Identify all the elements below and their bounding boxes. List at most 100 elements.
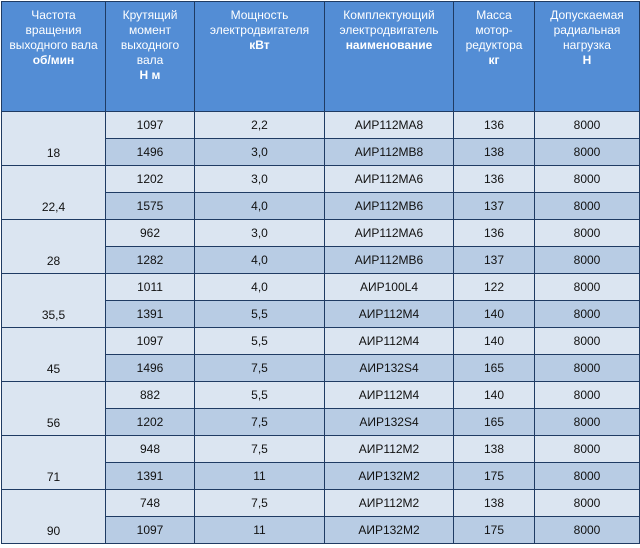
- header-motor-model: Комплектующий электродвигатель наименован…: [324, 1, 454, 112]
- header-motor-power: Мощность электродвигателя кВт: [194, 1, 325, 112]
- table-row: 71 948 7,5 АИР112М2 138 8000: [1, 435, 640, 490]
- load-cell: 8000: [534, 516, 640, 544]
- mass-cell: 137: [453, 246, 535, 274]
- header-label: Допускаемая радиальная нагрузка: [550, 8, 624, 52]
- header-unit: об/мин: [32, 53, 75, 67]
- mass-cell: 175: [453, 516, 535, 544]
- torque-cell: 1496: [105, 138, 195, 166]
- speed-cell: 35,5: [1, 273, 106, 328]
- power-cell: 2,2: [194, 111, 325, 139]
- header-label: Масса мотор-редуктора: [465, 8, 523, 52]
- load-cell: 8000: [534, 273, 640, 301]
- torque-cell: 1391: [105, 300, 195, 328]
- header-unit: кВт: [249, 38, 270, 52]
- mass-cell: 140: [453, 300, 535, 328]
- speed-cell: 22,4: [1, 165, 106, 220]
- table-header-row: Частота вращения выходного вала об/мин Кр…: [1, 1, 640, 112]
- motor-cell: АИР132М2: [324, 462, 454, 490]
- table-row: 1391 5,5 АИР112М4 140 8000: [2, 300, 640, 328]
- power-cell: 7,5: [194, 489, 325, 517]
- power-cell: 3,0: [194, 138, 325, 166]
- header-label: Комплектующий электродвигатель: [339, 8, 439, 37]
- mass-cell: 136: [453, 219, 535, 247]
- motor-cell: АИР100L4: [324, 273, 454, 301]
- load-cell: 8000: [534, 246, 640, 274]
- torque-cell: 962: [105, 219, 195, 247]
- table-row: 1202 7,5 АИР132S4 165 8000: [2, 408, 640, 436]
- motor-cell: АИР112М2: [324, 489, 454, 517]
- torque-cell: 1202: [105, 408, 195, 436]
- header-label: Частота вращения выходного вала: [9, 8, 98, 52]
- table-row: 18 1097 2,2 АИР112МА8 136 8000: [1, 111, 640, 166]
- motor-cell: АИР112МВ8: [324, 138, 454, 166]
- load-cell: 8000: [534, 165, 640, 193]
- table-row: 1496 7,5 АИР132S4 165 8000: [2, 354, 640, 382]
- mass-cell: 140: [453, 381, 535, 409]
- motor-cell: АИР112М4: [324, 300, 454, 328]
- mass-cell: 165: [453, 408, 535, 436]
- table-row: 28 962 3,0 АИР112МА6 136 8000: [1, 219, 640, 274]
- torque-cell: 948: [105, 435, 195, 463]
- table-row: 90 748 7,5 АИР112М2 138 8000: [1, 489, 640, 544]
- mass-cell: 175: [453, 462, 535, 490]
- mass-cell: 165: [453, 354, 535, 382]
- power-cell: 3,0: [194, 165, 325, 193]
- table-row: 22,4 1202 3,0 АИР112МА6 136 8000: [1, 165, 640, 220]
- load-cell: 8000: [534, 489, 640, 517]
- torque-cell: 1097: [105, 111, 195, 139]
- torque-cell: 1391: [105, 462, 195, 490]
- torque-cell: 1575: [105, 192, 195, 220]
- torque-cell: 1097: [105, 327, 195, 355]
- mass-cell: 122: [453, 273, 535, 301]
- load-cell: 8000: [534, 327, 640, 355]
- power-cell: 4,0: [194, 273, 325, 301]
- load-cell: 8000: [534, 300, 640, 328]
- motor-cell: АИР112МВ6: [324, 192, 454, 220]
- speed-cell: 28: [1, 219, 106, 274]
- table-row: 35,5 1011 4,0 АИР100L4 122 8000: [1, 273, 640, 328]
- mass-cell: 138: [453, 138, 535, 166]
- motor-cell: АИР132М2: [324, 516, 454, 544]
- mass-cell: 136: [453, 165, 535, 193]
- header-mass: Масса мотор-редуктора кг: [453, 1, 535, 112]
- table-row: 45 1097 5,5 АИР112М4 140 8000: [1, 327, 640, 382]
- load-cell: 8000: [534, 354, 640, 382]
- header-unit: наименование: [345, 38, 433, 52]
- torque-cell: 1496: [105, 354, 195, 382]
- table-row: 1391 11 АИР132М2 175 8000: [2, 462, 640, 490]
- motor-cell: АИР132S4: [324, 354, 454, 382]
- load-cell: 8000: [534, 408, 640, 436]
- power-cell: 4,0: [194, 246, 325, 274]
- load-cell: 8000: [534, 192, 640, 220]
- load-cell: 8000: [534, 435, 640, 463]
- table-row: 1496 3,0 АИР112МВ8 138 8000: [2, 138, 640, 166]
- header-unit: Н м: [139, 68, 161, 82]
- motor-cell: АИР112М4: [324, 327, 454, 355]
- torque-cell: 1011: [105, 273, 195, 301]
- power-cell: 7,5: [194, 354, 325, 382]
- header-unit: Н: [582, 53, 592, 67]
- header-output-torque: Крутящий момент выходного вала Н м: [105, 1, 195, 112]
- table-row: 1575 4,0 АИР112МВ6 137 8000: [2, 192, 640, 220]
- speed-cell: 45: [1, 327, 106, 382]
- torque-cell: 1097: [105, 516, 195, 544]
- power-cell: 11: [194, 462, 325, 490]
- power-cell: 11: [194, 516, 325, 544]
- load-cell: 8000: [534, 111, 640, 139]
- mass-cell: 137: [453, 192, 535, 220]
- torque-cell: 882: [105, 381, 195, 409]
- header-output-speed: Частота вращения выходного вала об/мин: [1, 1, 106, 112]
- load-cell: 8000: [534, 462, 640, 490]
- power-cell: 4,0: [194, 192, 325, 220]
- motor-cell: АИР132S4: [324, 408, 454, 436]
- mass-cell: 138: [453, 489, 535, 517]
- power-cell: 5,5: [194, 327, 325, 355]
- power-cell: 7,5: [194, 435, 325, 463]
- motor-cell: АИР112М2: [324, 435, 454, 463]
- speed-cell: 90: [1, 489, 106, 544]
- header-unit: кг: [488, 53, 500, 67]
- table-row: 1282 4,0 АИР112МВ6 137 8000: [2, 246, 640, 274]
- torque-cell: 1282: [105, 246, 195, 274]
- motor-cell: АИР112МА6: [324, 219, 454, 247]
- motor-cell: АИР112МА8: [324, 111, 454, 139]
